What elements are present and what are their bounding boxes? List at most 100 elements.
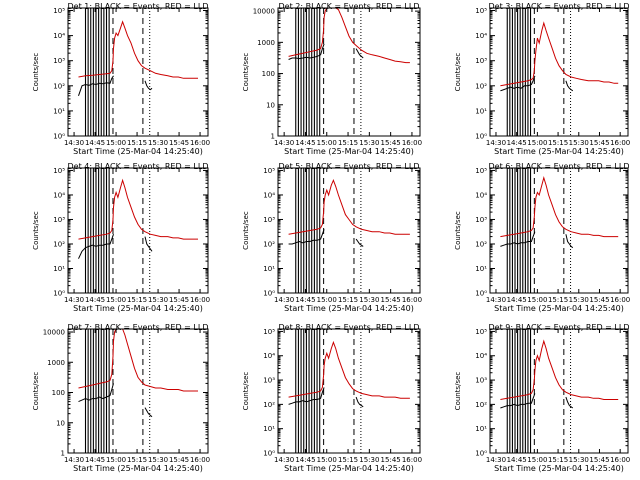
x-tick-label: 15:00 bbox=[106, 456, 126, 464]
y-axis-label: Counts/sec bbox=[242, 211, 250, 250]
events-series-line bbox=[144, 80, 153, 91]
series-group bbox=[78, 329, 198, 418]
x-tick-label: 16:00 bbox=[610, 296, 630, 304]
lld-series-line bbox=[288, 178, 410, 235]
series-group bbox=[500, 339, 619, 409]
y-tick-label: 10² bbox=[475, 240, 487, 248]
x-tick-label: 15:30 bbox=[359, 139, 379, 147]
y-tick-label: 10000 bbox=[43, 329, 65, 337]
x-tick-label: 16:00 bbox=[610, 456, 630, 464]
y-axis-label: Counts/sec bbox=[242, 53, 250, 92]
x-axis-label: Start Time (25-Mar-04 14:25:40) bbox=[73, 147, 203, 156]
y-tick-label: 1 bbox=[271, 133, 275, 141]
panel-title: Det 2: BLACK = Events, RED = LLD bbox=[279, 2, 420, 11]
y-tick-label: 10⁰ bbox=[53, 290, 65, 298]
events-series-line bbox=[144, 236, 153, 252]
lld-series-line bbox=[288, 8, 410, 64]
x-tick-label: 15:15 bbox=[127, 139, 147, 147]
plot-frame bbox=[277, 328, 421, 454]
events-series-line bbox=[355, 48, 364, 59]
x-axis-label: Start Time (25-Mar-04 14:25:40) bbox=[494, 147, 624, 156]
x-tick-label: 14:30 bbox=[64, 296, 84, 304]
y-tick-label: 10⁰ bbox=[263, 450, 275, 458]
y-tick-label: 10⁴ bbox=[263, 191, 275, 199]
y-tick-label: 10² bbox=[263, 401, 275, 409]
x-axis-label: Start Time (25-Mar-04 14:25:40) bbox=[73, 464, 203, 473]
y-tick-label: 10¹ bbox=[263, 425, 275, 433]
y-axis-label: Counts/sec bbox=[454, 53, 462, 92]
y-axis-label: Counts/sec bbox=[454, 211, 462, 250]
panel-title: Det 4: BLACK = Events, RED = LLD bbox=[68, 162, 209, 171]
events-series-line bbox=[355, 238, 364, 247]
events-series-line bbox=[144, 407, 153, 418]
y-tick-label: 10⁴ bbox=[475, 32, 487, 40]
panel-title: Det 5: BLACK = Events, RED = LLD bbox=[279, 162, 420, 171]
x-tick-label: 16:00 bbox=[402, 139, 422, 147]
x-tick-label: 14:30 bbox=[64, 139, 84, 147]
x-axis-label: Start Time (25-Mar-04 14:25:40) bbox=[73, 304, 203, 313]
x-tick-label: 15:15 bbox=[548, 139, 568, 147]
x-tick-label: 14:45 bbox=[507, 296, 527, 304]
detector-panel: 14:30 14:45 15:00 15:15 15:30 15:45 16:00 10⁰ 10… bbox=[32, 162, 210, 313]
y-tick-label: 10⁰ bbox=[475, 290, 487, 298]
x-tick-label: 14:45 bbox=[507, 456, 527, 464]
y-tick-label: 10⁵ bbox=[475, 7, 487, 15]
y-tick-label: 10⁵ bbox=[263, 167, 275, 175]
x-tick-label: 15:45 bbox=[589, 139, 609, 147]
y-tick-label: 10³ bbox=[53, 216, 65, 224]
y-tick-label: 100 bbox=[52, 389, 65, 397]
x-tick-label: 15:30 bbox=[148, 139, 168, 147]
x-tick-label: 14:45 bbox=[507, 139, 527, 147]
x-tick-label: 15:15 bbox=[338, 296, 358, 304]
y-tick-label: 10⁴ bbox=[53, 32, 65, 40]
detector-panel: 14:30 14:45 15:00 15:15 15:30 15:45 16:00 1 10 10… bbox=[242, 2, 422, 156]
y-tick-label: 10² bbox=[53, 240, 65, 248]
x-tick-label: 15:45 bbox=[381, 296, 401, 304]
x-tick-label: 14:45 bbox=[295, 456, 315, 464]
x-tick-label: 15:45 bbox=[589, 296, 609, 304]
x-tick-label: 15:00 bbox=[317, 456, 337, 464]
x-tick-label: 15:15 bbox=[127, 456, 147, 464]
x-tick-label: 14:30 bbox=[274, 296, 294, 304]
lld-series-line bbox=[288, 340, 410, 399]
y-tick-label: 10¹ bbox=[475, 107, 487, 115]
x-tick-label: 15:30 bbox=[569, 456, 589, 464]
x-tick-label: 14:30 bbox=[486, 139, 506, 147]
y-axis-label: Counts/sec bbox=[32, 53, 40, 92]
lld-series-line bbox=[78, 20, 198, 79]
x-tick-label: 14:30 bbox=[64, 456, 84, 464]
series-group bbox=[500, 176, 619, 249]
y-axis-label: Counts/sec bbox=[32, 211, 40, 250]
detector-panel: 14:30 14:45 15:00 15:15 15:30 15:45 16:00 10⁰ 10… bbox=[32, 2, 210, 156]
y-tick-label: 1000 bbox=[47, 359, 65, 367]
lld-series-line bbox=[500, 339, 619, 400]
x-tick-label: 15:15 bbox=[127, 296, 147, 304]
x-tick-label: 14:45 bbox=[85, 296, 105, 304]
y-tick-label: 10³ bbox=[475, 57, 487, 65]
y-tick-label: 10¹ bbox=[263, 265, 275, 273]
y-tick-label: 10³ bbox=[475, 377, 487, 385]
events-series-line bbox=[78, 75, 114, 96]
plot-frame bbox=[67, 167, 209, 294]
x-tick-label: 14:45 bbox=[85, 456, 105, 464]
x-tick-label: 15:45 bbox=[381, 139, 401, 147]
x-tick-label: 14:45 bbox=[295, 296, 315, 304]
y-tick-label: 10² bbox=[53, 82, 65, 90]
y-tick-label: 10⁰ bbox=[475, 450, 487, 458]
x-axis-label: Start Time (25-Mar-04 14:25:40) bbox=[284, 304, 414, 313]
x-tick-label: 15:45 bbox=[169, 296, 189, 304]
y-tick-label: 10⁴ bbox=[475, 352, 487, 360]
events-series-line bbox=[288, 229, 325, 245]
x-tick-label: 14:45 bbox=[295, 139, 315, 147]
lld-series-line bbox=[500, 21, 619, 87]
y-tick-label: 1000 bbox=[257, 39, 275, 47]
plot-frame bbox=[277, 167, 421, 294]
y-tick-label: 10⁵ bbox=[53, 7, 65, 15]
y-axis-label: Counts/sec bbox=[454, 372, 462, 411]
plot-frame bbox=[67, 7, 209, 137]
y-tick-label: 10² bbox=[475, 82, 487, 90]
y-axis-label: Counts/sec bbox=[242, 372, 250, 411]
y-tick-label: 10¹ bbox=[475, 265, 487, 273]
x-tick-label: 15:30 bbox=[569, 139, 589, 147]
x-tick-label: 15:30 bbox=[148, 296, 168, 304]
